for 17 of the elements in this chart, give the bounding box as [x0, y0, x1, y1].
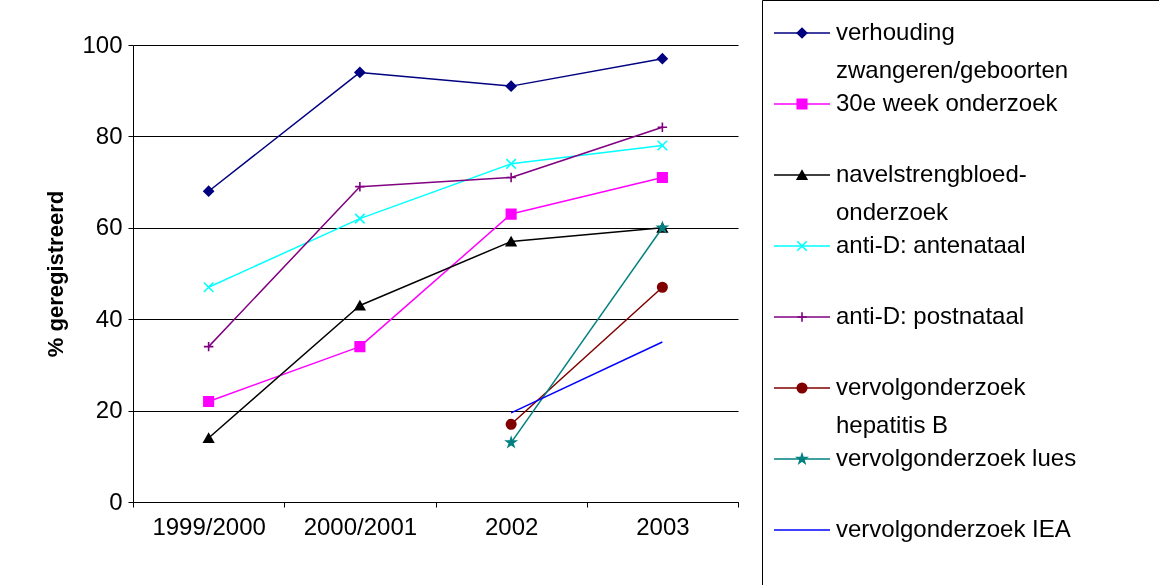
y-tick-label: 60	[95, 213, 123, 241]
legend-label: anti-D: antenataal	[836, 231, 1026, 258]
x-tick-label: 1999/2000	[152, 512, 266, 540]
x-tick-label: 2003	[636, 512, 690, 540]
y-tick-label: 20	[95, 396, 123, 424]
y-tick-label: 80	[95, 121, 123, 149]
y-tick-label: 0	[109, 487, 123, 515]
y-tick-label: 100	[82, 30, 123, 58]
y-axis-title: % geregistreerd	[43, 190, 69, 358]
legend-label: verhouding zwangeren/geboorten	[836, 18, 1069, 83]
y-tick-label: 40	[95, 304, 123, 332]
legend-label: vervolgonderzoek IEA	[836, 515, 1071, 542]
x-tick-label: 2000/2001	[303, 512, 418, 540]
legend-label: 30e week onderzoek	[836, 89, 1059, 116]
legend-label: anti-D: postnataal	[836, 302, 1025, 329]
legend-label: vervolgonderzoek lues	[836, 444, 1077, 471]
x-tick-label: 2002	[484, 512, 539, 540]
